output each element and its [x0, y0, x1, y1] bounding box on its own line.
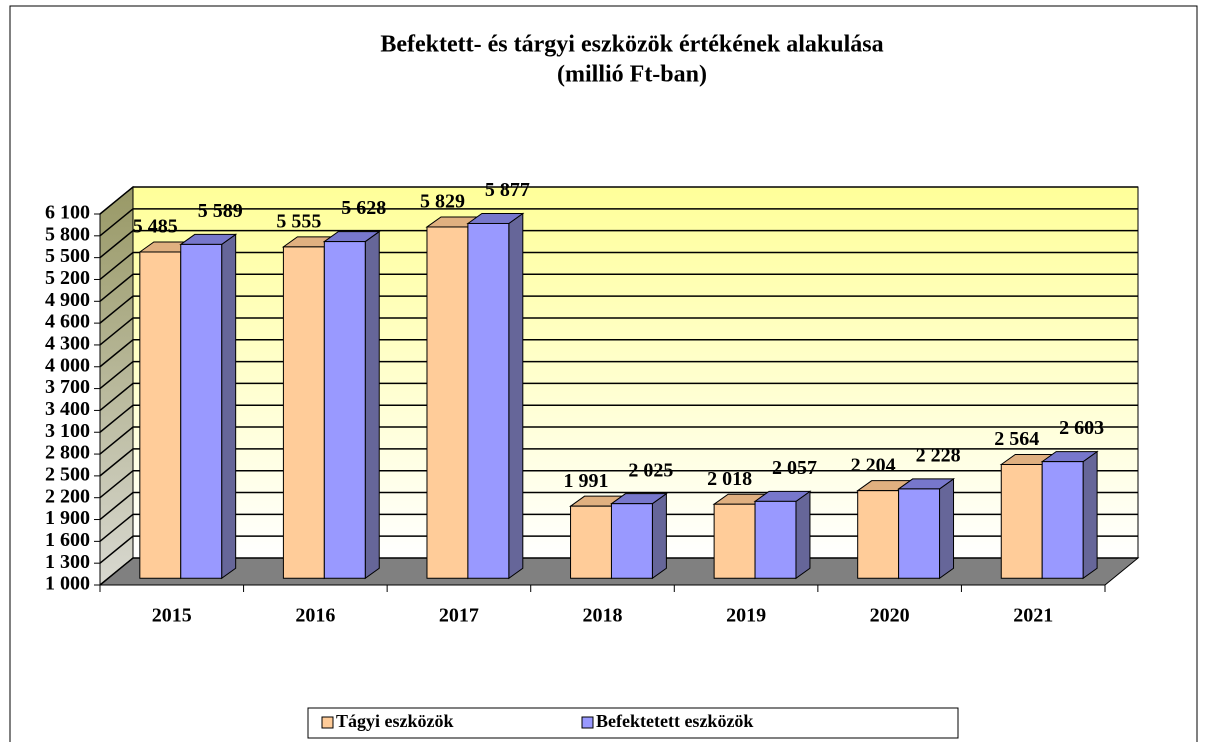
grid-line — [99, 317, 1138, 346]
y-tick-label: 3 400 — [45, 398, 90, 420]
data-label: 2 603 — [1059, 417, 1104, 439]
y-tick-label: 5 800 — [45, 223, 90, 245]
y-tick-label: 1 600 — [45, 529, 90, 551]
grid-line — [99, 360, 1138, 390]
grid-line — [99, 404, 1138, 433]
grid-line — [99, 295, 1138, 324]
bar — [1000, 463, 1043, 579]
x-tick-label: 2017 — [439, 605, 479, 627]
grid-line — [99, 469, 1138, 499]
y-tick-label: 4 900 — [45, 289, 90, 311]
y-tick-label: 2 500 — [45, 463, 90, 485]
grid-line — [99, 186, 1138, 215]
data-label: 2 057 — [772, 457, 817, 479]
bar-side — [508, 212, 524, 580]
y-tick-label: 4 600 — [45, 311, 90, 333]
bar-side — [939, 477, 955, 580]
bar — [426, 226, 469, 579]
data-label: 2 228 — [916, 445, 961, 467]
grid-line — [99, 229, 1138, 259]
data-label: 2 564 — [994, 428, 1039, 450]
data-label: 5 829 — [420, 191, 465, 213]
side-wall — [99, 185, 134, 587]
bar — [713, 503, 756, 579]
bar — [467, 222, 510, 579]
x-tick-label: 2018 — [583, 605, 623, 627]
bar — [180, 243, 223, 579]
grid-line — [99, 426, 1138, 455]
chart-subtitle: (millió Ft-ban) — [557, 62, 707, 88]
bar — [898, 488, 941, 579]
y-tick-label: 1 000 — [45, 573, 90, 595]
x-tick-label: 2021 — [1013, 605, 1053, 627]
x-tick-label: 2015 — [152, 605, 192, 627]
bar — [282, 246, 325, 579]
x-tick-label: 2020 — [870, 605, 910, 627]
bar — [857, 490, 900, 579]
y-tick-label: 4 300 — [45, 333, 90, 355]
chart-title: Befektett- és tárgyi eszközök értékének … — [380, 32, 883, 58]
data-label: 5 485 — [133, 216, 178, 238]
bar — [323, 241, 366, 579]
y-tick-label: 1 900 — [45, 507, 90, 529]
y-tick-label: 1 300 — [45, 551, 90, 573]
y-tick-label: 3 700 — [45, 376, 90, 398]
y-tick-label: 5 500 — [45, 245, 90, 267]
bar — [1041, 461, 1084, 579]
bar-side — [221, 233, 237, 580]
legend — [307, 707, 959, 739]
data-label: 2 025 — [628, 459, 673, 481]
bar — [139, 251, 182, 579]
bar — [610, 503, 653, 579]
bar-side — [1082, 450, 1098, 580]
y-tick-label: 4 000 — [45, 354, 90, 376]
bar-side — [364, 230, 380, 580]
legend-swatch — [581, 716, 594, 729]
x-tick-label: 2016 — [295, 605, 335, 627]
grid-line — [99, 251, 1138, 281]
grid-line — [99, 382, 1138, 411]
y-tick-label: 2 200 — [45, 485, 90, 507]
x-tick-label: 2019 — [726, 605, 766, 627]
legend-label: Tágyi eszközök — [336, 711, 454, 731]
data-label: 1 991 — [564, 470, 609, 492]
y-tick-label: 2 800 — [45, 442, 90, 464]
data-label: 5 589 — [198, 200, 243, 222]
grid-line — [99, 208, 1138, 237]
data-label: 5 555 — [276, 210, 321, 232]
bar — [570, 505, 612, 579]
legend-label: Befektetett eszközök — [596, 711, 753, 731]
bar — [754, 500, 797, 579]
data-label: 5 628 — [341, 197, 386, 219]
data-label: 5 877 — [485, 179, 530, 201]
bar-side — [651, 492, 667, 580]
data-label: 2 018 — [707, 468, 752, 490]
y-tick-label: 6 100 — [45, 202, 90, 224]
grid-line — [99, 339, 1138, 368]
legend-swatch — [321, 716, 334, 729]
y-tick-label: 3 100 — [45, 420, 90, 442]
grid-line — [99, 448, 1138, 477]
grid-line — [99, 273, 1138, 302]
data-label: 2 204 — [851, 454, 896, 476]
bar-side — [795, 490, 811, 580]
y-tick-label: 5 200 — [45, 267, 90, 289]
